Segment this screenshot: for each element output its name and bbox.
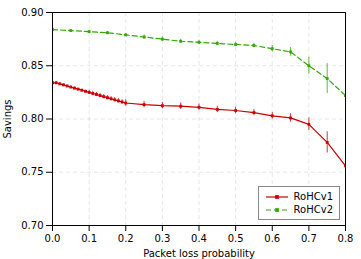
svg-text:0.85: 0.85 [21, 60, 43, 71]
svg-text:Savings: Savings [2, 99, 13, 138]
svg-text:0.1: 0.1 [81, 233, 97, 244]
svg-text:0.70: 0.70 [21, 220, 43, 231]
svg-text:0.3: 0.3 [154, 233, 170, 244]
svg-text:0.6: 0.6 [264, 233, 280, 244]
html-text:RoHCv1: RoHCv1 [293, 191, 333, 202]
svg-text:0.8: 0.8 [338, 233, 354, 244]
svg-text:0.5: 0.5 [228, 233, 244, 244]
svg-text:Packet loss probability: Packet loss probability [143, 248, 255, 259]
svg-text:0.75: 0.75 [21, 166, 43, 177]
svg-text:0.0: 0.0 [45, 233, 61, 244]
svg-text:0.90: 0.90 [21, 7, 43, 18]
svg-text:0.7: 0.7 [301, 233, 317, 244]
svg-text:0.80: 0.80 [21, 113, 43, 124]
html-text:RoHCv2: RoHCv2 [293, 204, 333, 215]
svg-text:0.4: 0.4 [191, 233, 207, 244]
svg-text:0.2: 0.2 [118, 233, 134, 244]
